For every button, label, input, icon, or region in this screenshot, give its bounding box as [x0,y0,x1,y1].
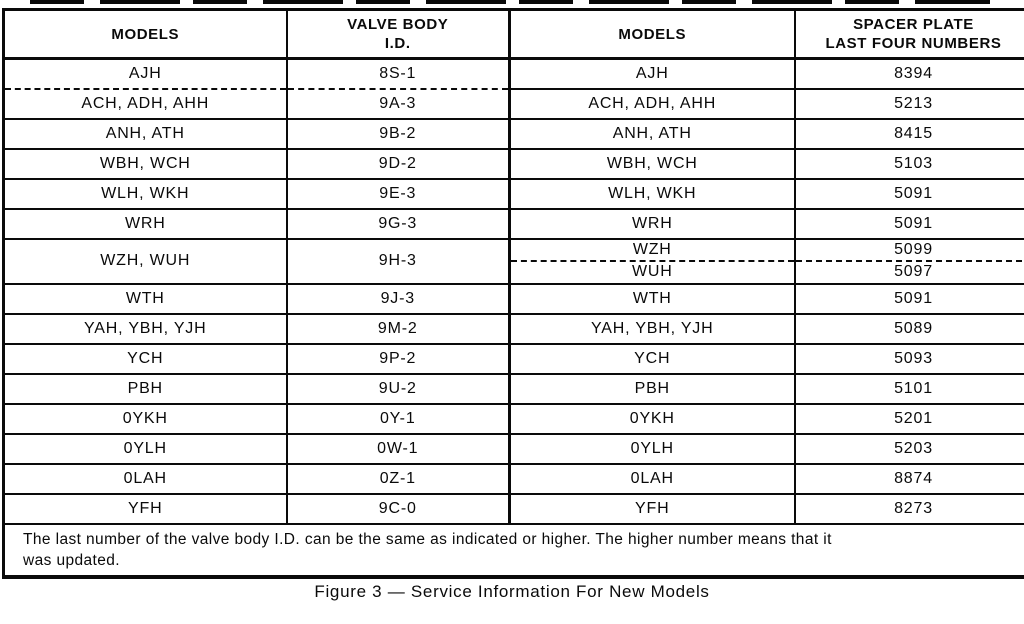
spacer-cell: 5091 [794,178,1024,210]
figure-caption: Figure 3 — Service Information For New M… [314,582,710,601]
models-right-cell: WTH [509,283,796,315]
footnote-line2: was updated. [23,551,121,569]
spacer-cell: 5089 [794,313,1024,345]
models-right-cell: AJH [509,58,796,90]
header-valve-body-id: VALVE BODY I.D. [286,9,511,60]
models-left-cell: WLH, WKH [3,178,288,210]
table-row-merged-top: WZH, WUH 9H-3 WZH 5099 [3,238,1024,285]
valve-id-cell: 9C-0 [286,493,511,525]
models-right-cell: WUH [509,260,796,285]
footnote-line1: The last number of the valve body I.D. c… [23,530,832,548]
models-left-cell: 0YLH [3,433,288,465]
table-row: ACH, ADH, AHH 9A-3 ACH, ADH, AHH 5213 [3,88,1024,120]
models-left-cell: 0YKH [3,403,288,435]
footnote-row: The last number of the valve body I.D. c… [4,524,1024,577]
table-row: 0YLH 0W-1 0YLH 5203 [3,433,1024,465]
valve-id-cell: 9B-2 [286,118,511,150]
spacer-cell: 8273 [794,493,1024,525]
table-row: 0LAH 0Z-1 0LAH 8874 [3,463,1024,495]
valve-id-cell: 9P-2 [286,343,511,375]
models-left-cell: WTH [3,283,288,315]
models-right-cell: WZH [509,238,796,262]
header-models-left: MODELS [3,9,288,60]
footnote-cell: The last number of the valve body I.D. c… [4,524,1024,577]
models-left-cell: 0LAH [3,463,288,495]
spacer-cell: 8394 [794,58,1024,90]
table-row-merged-bottom: WUH 5097 [4,260,1024,285]
models-right-cell: WLH, WKH [509,178,796,210]
valve-id-cell: 9U-2 [286,373,511,405]
models-left-cell: YFH [3,493,288,525]
header-spacer-plate: SPACER PLATE LAST FOUR NUMBERS [794,9,1024,60]
models-right-cell: PBH [509,373,796,405]
table-row: PBH 9U-2 PBH 5101 [3,373,1024,405]
spacer-cell: 8415 [794,118,1024,150]
spacer-cell: 5091 [794,283,1024,315]
table-row: WTH 9J-3 WTH 5091 [3,283,1024,315]
header-spacer-line1: SPACER PLATE [853,16,974,33]
spacer-cell: 5091 [794,208,1024,240]
table-row: WLH, WKH 9E-3 WLH, WKH 5091 [3,178,1024,210]
valve-id-cell: 9A-3 [286,88,511,120]
header-valve-body-line1: VALVE BODY [347,16,449,33]
models-right-cell: WRH [509,208,796,240]
spacer-cell: 5201 [794,403,1024,435]
models-right-cell: ANH, ATH [509,118,796,150]
models-left-cell: WBH, WCH [3,148,288,180]
models-left-cell: YCH [3,343,288,375]
models-left-cell: PBH [3,373,288,405]
models-right-cell: 0YKH [509,403,796,435]
models-right-cell: YFH [509,493,796,525]
models-right-cell: 0YLH [509,433,796,465]
models-right-cell: WBH, WCH [509,148,796,180]
table-row: WRH 9G-3 WRH 5091 [3,208,1024,240]
valve-id-cell: 0W-1 [286,433,511,465]
scan-artifact-line [30,0,990,4]
models-left-cell: YAH, YBH, YJH [3,313,288,345]
header-spacer-line2: LAST FOUR NUMBERS [825,35,1002,52]
spacer-cell: 5093 [794,343,1024,375]
models-left-cell: WZH, WUH [3,238,288,285]
valve-id-cell: 9H-3 [286,238,511,285]
spacer-cell: 5101 [794,373,1024,405]
table-row: 0YKH 0Y-1 0YKH 5201 [3,403,1024,435]
valve-id-cell: 9J-3 [286,283,511,315]
valve-id-cell: 9D-2 [286,148,511,180]
service-info-table: MODELS VALVE BODY I.D. MODELS SPACER PLA… [2,8,1024,579]
valve-id-cell: 9M-2 [286,313,511,345]
table-row: ANH, ATH 9B-2 ANH, ATH 8415 [3,118,1024,150]
models-left-cell: AJH [3,58,288,90]
valve-id-cell: 9E-3 [286,178,511,210]
valve-id-cell: 9G-3 [286,208,511,240]
valve-id-cell: 8S-1 [286,58,511,90]
models-right-cell: YCH [509,343,796,375]
models-left-cell: ANH, ATH [3,118,288,150]
header-models-right: MODELS [509,9,796,60]
models-right-cell: ACH, ADH, AHH [509,88,796,120]
table-row: WBH, WCH 9D-2 WBH, WCH 5103 [3,148,1024,180]
valve-id-cell: 0Z-1 [286,463,511,495]
models-left-cell: WRH [3,208,288,240]
spacer-cell: 5213 [794,88,1024,120]
table-row: YAH, YBH, YJH 9M-2 YAH, YBH, YJH 5089 [3,313,1024,345]
table-row: YCH 9P-2 YCH 5093 [3,343,1024,375]
spacer-cell: 5103 [794,148,1024,180]
models-left-cell: ACH, ADH, AHH [3,88,288,120]
spacer-cell: 8874 [794,463,1024,495]
table-row: AJH 8S-1 AJH 8394 [3,58,1024,90]
spacer-cell: 5099 [794,238,1024,262]
spacer-cell: 5203 [794,433,1024,465]
models-right-cell: YAH, YBH, YJH [509,313,796,345]
models-right-cell: 0LAH [509,463,796,495]
table-header-row: MODELS VALVE BODY I.D. MODELS SPACER PLA… [3,9,1024,60]
header-valve-body-line2: I.D. [384,35,411,52]
table-row: YFH 9C-0 YFH 8273 [3,493,1024,525]
spacer-cell: 5097 [794,260,1024,285]
valve-id-cell: 0Y-1 [286,403,511,435]
